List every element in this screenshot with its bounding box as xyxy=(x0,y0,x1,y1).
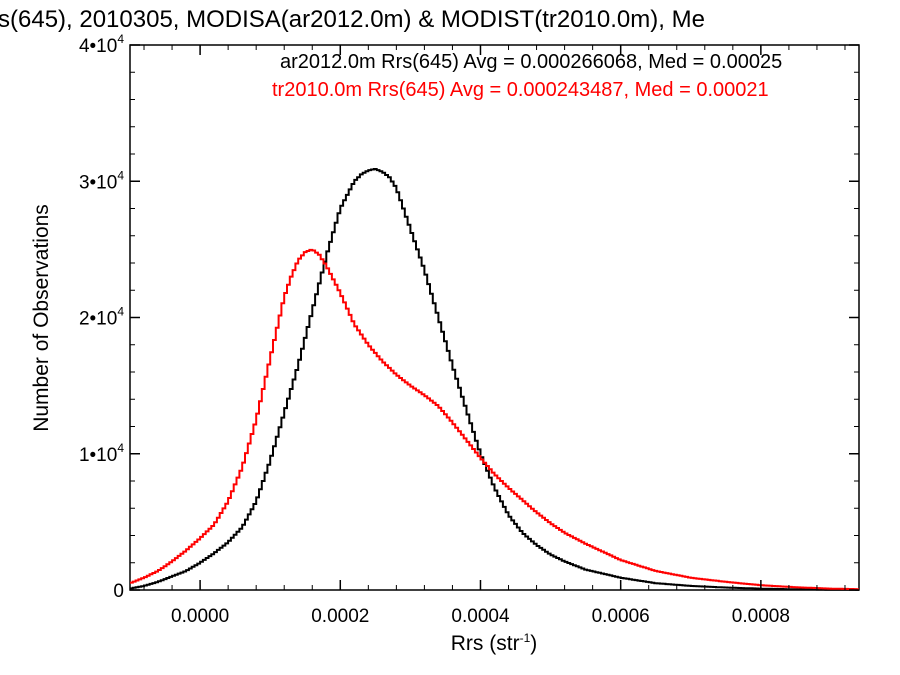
legend-entry-ar2012: ar2012.0m Rrs(645) Avg = 0.000266068, Me… xyxy=(280,51,782,73)
y-tick-label: 3•104 xyxy=(79,168,124,193)
x-axis-label: Rrs (str-1) xyxy=(451,631,538,655)
y-axis: 0 1•104 2•104 3•104 4•104 xyxy=(79,32,859,602)
y-tick-label: 2•104 xyxy=(79,305,124,330)
y-tick-label: 1•104 xyxy=(79,441,124,466)
x-tick-label: 0.0006 xyxy=(592,606,650,627)
x-axis: 0.0000 0.0002 0.0004 0.0006 0.0008 xyxy=(143,45,846,627)
plot-frame xyxy=(129,44,860,591)
chart-title: s(645), 2010305, MODISA(ar2012.0m) & MOD… xyxy=(0,6,705,33)
y-tick-label: 0 xyxy=(113,581,124,602)
y-tick-label: 4•104 xyxy=(79,32,124,57)
series-line-1 xyxy=(130,248,859,591)
x-axis-label-close: ) xyxy=(530,632,537,655)
x-axis-label-base: Rrs (str xyxy=(451,632,520,655)
legend-entry-tr2010: tr2010.0m Rrs(645) Avg = 0.000243487, Me… xyxy=(272,79,769,101)
x-tick-label: 0.0008 xyxy=(732,606,790,627)
x-tick-label: 0.0000 xyxy=(171,606,229,627)
x-tick-label: 0.0002 xyxy=(311,606,369,627)
series-line-0 xyxy=(130,168,859,591)
series-layer xyxy=(130,168,859,591)
y-axis-label: Number of Observations xyxy=(30,204,53,432)
x-tick-label: 0.0004 xyxy=(451,606,510,627)
x-axis-label-superscript: -1 xyxy=(520,631,531,645)
